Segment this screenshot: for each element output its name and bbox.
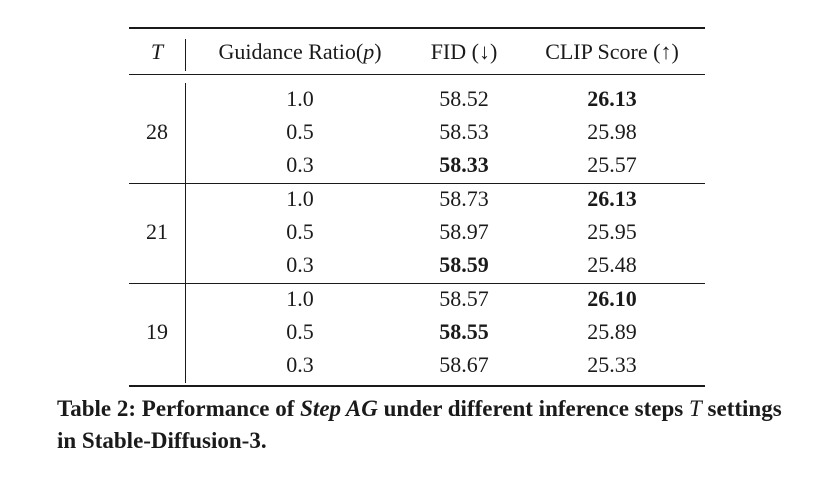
cell-fid: 58.55 [439,319,489,344]
group-t-value: 19 [146,319,168,344]
cell-fid: 58.59 [439,252,489,277]
cell-ratio: 1.0 [286,286,314,311]
group-t-value: 28 [146,119,168,144]
header-fid: FID (↓) [430,39,498,64]
cell-clip: 25.89 [587,319,637,344]
cell-ratio: 0.3 [286,352,314,377]
cell-fid: 58.97 [439,219,489,244]
cell-ratio: 0.5 [286,319,314,344]
cell-fid: 58.67 [439,352,489,377]
group-t-value: 21 [146,219,168,244]
cell-fid: 58.53 [439,119,489,144]
bottom-rule [129,385,705,387]
cell-ratio: 1.0 [286,86,314,111]
header-guidance-ratio: Guidance Ratio(p) [218,39,382,64]
cell-fid: 58.52 [439,86,489,111]
cell-clip: 25.95 [587,219,637,244]
group-separator-rule [129,283,705,284]
top-rule [129,27,705,29]
cell-clip: 26.13 [587,86,637,111]
cell-clip: 25.57 [587,152,637,177]
cell-ratio: 0.5 [286,119,314,144]
cell-clip: 25.98 [587,119,637,144]
group-vertical-rule [185,283,186,383]
cell-ratio: 0.5 [286,219,314,244]
table-caption: Table 2: Performance of Step AG under di… [57,396,782,453]
cell-clip: 25.33 [587,352,637,377]
cell-ratio: 0.3 [286,252,314,277]
header-clip-score: CLIP Score (↑) [545,39,679,64]
group-separator-rule [129,183,705,184]
header-rule [129,74,705,75]
group-vertical-rule [185,83,186,183]
cell-ratio: 0.3 [286,152,314,177]
cell-fid: 58.33 [439,152,489,177]
cell-fid: 58.73 [439,186,489,211]
cell-fid: 58.57 [439,286,489,311]
group-vertical-rule [185,183,186,283]
cell-clip: 25.48 [587,252,637,277]
header-t: T [150,39,164,64]
cell-ratio: 1.0 [286,186,314,211]
cell-clip: 26.13 [587,186,637,211]
cell-clip: 26.10 [587,286,637,311]
header-vertical-rule [185,39,186,71]
